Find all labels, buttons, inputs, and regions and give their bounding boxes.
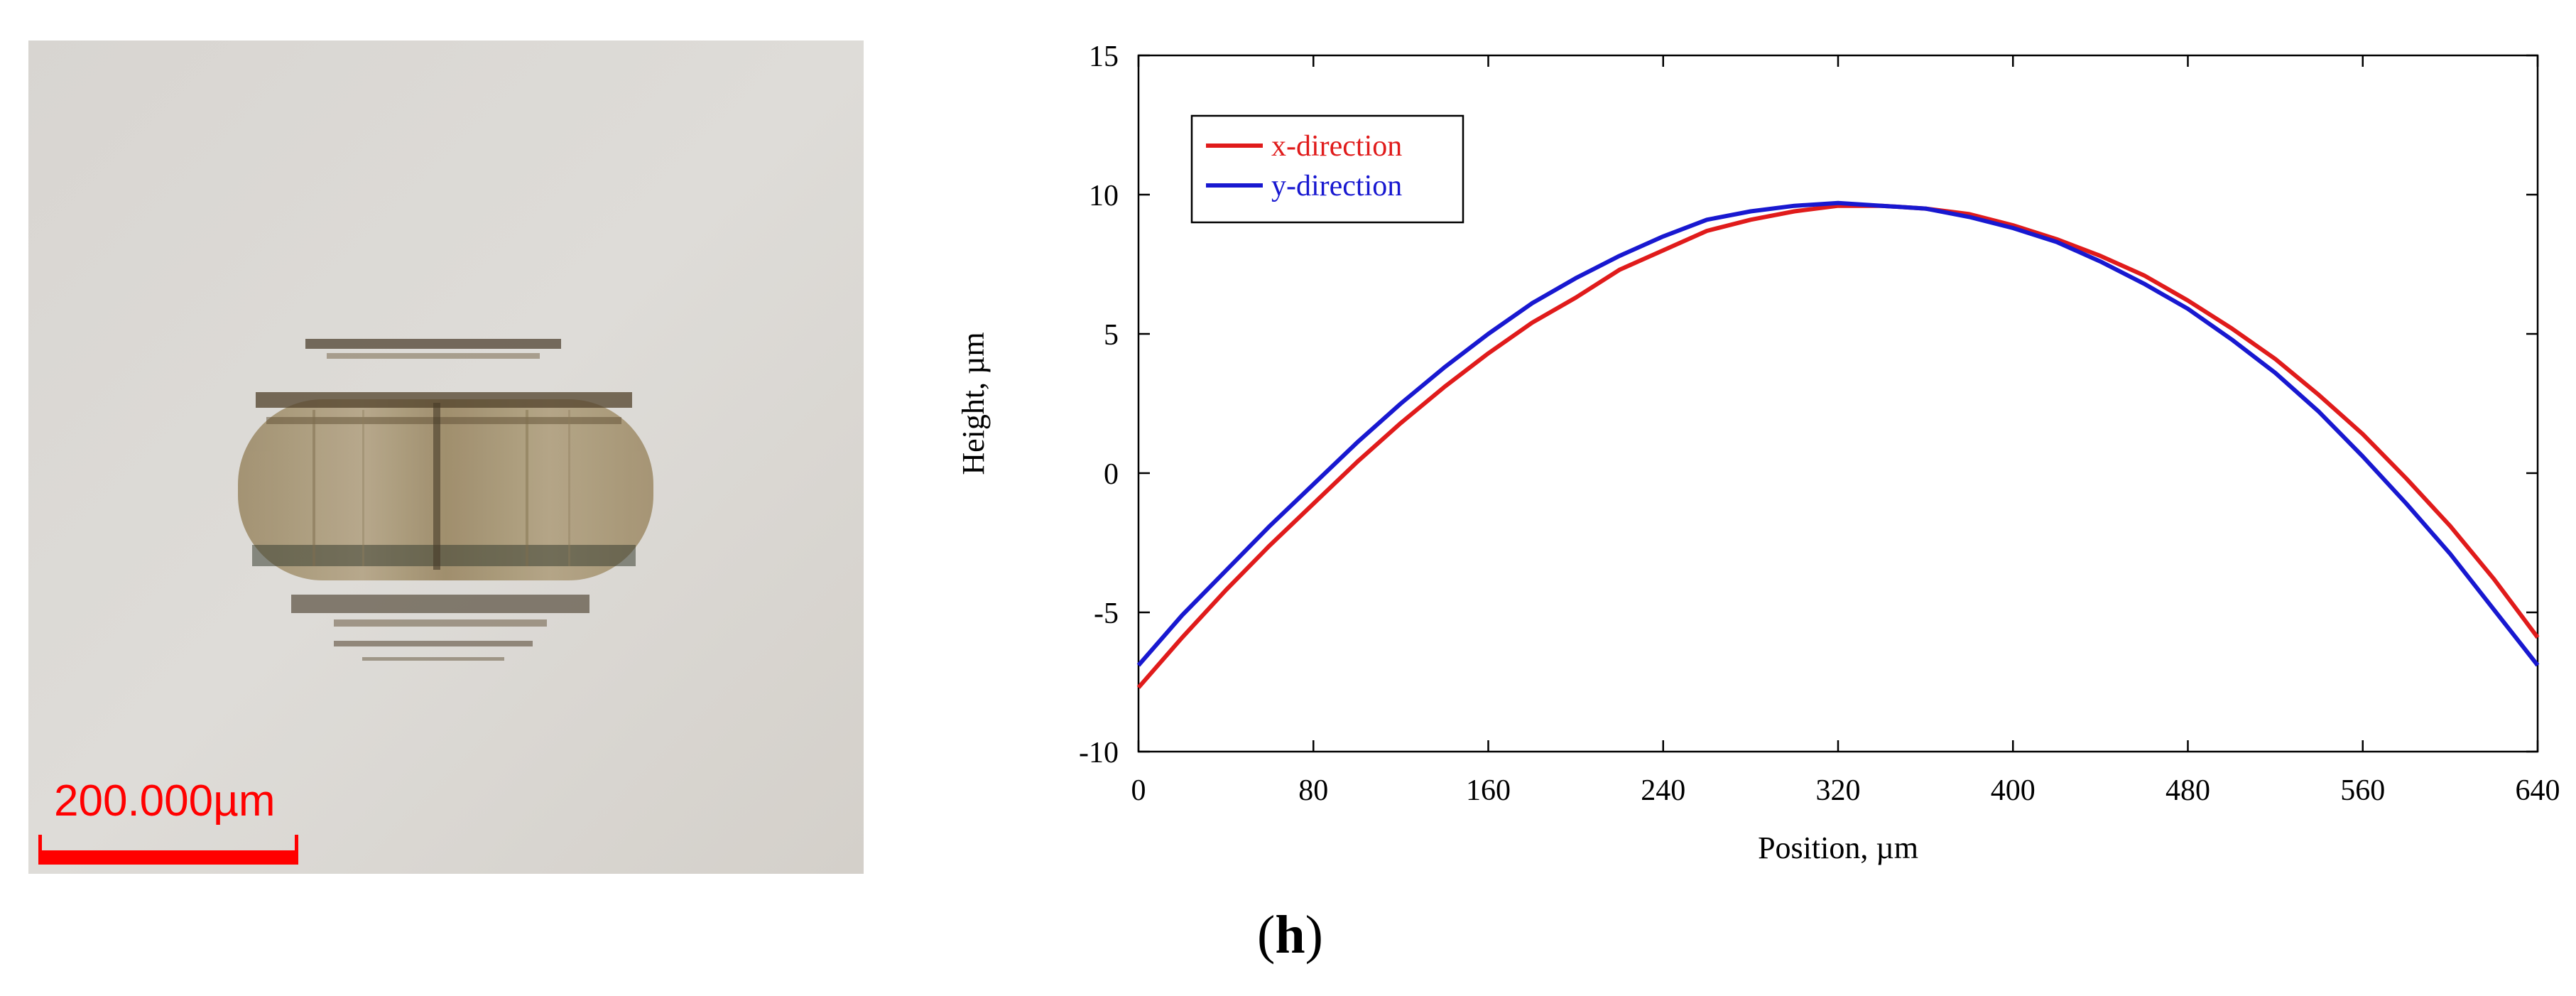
y-tick-label: -10 (1079, 737, 1119, 769)
y-tick-label: 5 (1104, 319, 1119, 352)
x-tick-label: 240 (1641, 774, 1685, 807)
legend-box (1190, 114, 1464, 224)
scale-bar (38, 850, 298, 865)
y-tick-label: 15 (1089, 40, 1119, 73)
y-tick-label: 0 (1104, 458, 1119, 491)
panel-label: (h) (1257, 905, 1323, 965)
x-axis-label: Position, µm (1758, 830, 1918, 865)
x-tick-label: 560 (2340, 774, 2385, 807)
scale-bar-label: 200.000µm (54, 776, 276, 826)
x-tick-label: 160 (1466, 774, 1511, 807)
wear-scar (238, 339, 653, 661)
x-tick-label: 80 (1298, 774, 1328, 807)
y-tick-label: 10 (1089, 180, 1119, 212)
legend-entry-x-direction: x-direction (1271, 130, 1402, 163)
height-profile-chart: 0 80 160 240 320 400 480 560 640 -10 -5 0 5 10 15 Posit… (956, 40, 2560, 865)
y-tick-label: -5 (1094, 597, 1119, 630)
legend-entry-y-direction: y-direction (1271, 170, 1402, 202)
x-tick-label: 320 (1816, 774, 1861, 807)
optical-micrograph: 200.000µm (28, 40, 864, 874)
x-tick-label: 0 (1131, 774, 1146, 807)
y-axis-label: Height, µm (956, 332, 991, 475)
x-tick-label: 480 (2165, 774, 2210, 807)
series-line-y-direction (1136, 200, 2540, 667)
x-tick-label: 400 (1991, 774, 2036, 807)
series-line-x-direction (1136, 203, 2540, 689)
x-tick-label: 640 (2516, 774, 2560, 807)
